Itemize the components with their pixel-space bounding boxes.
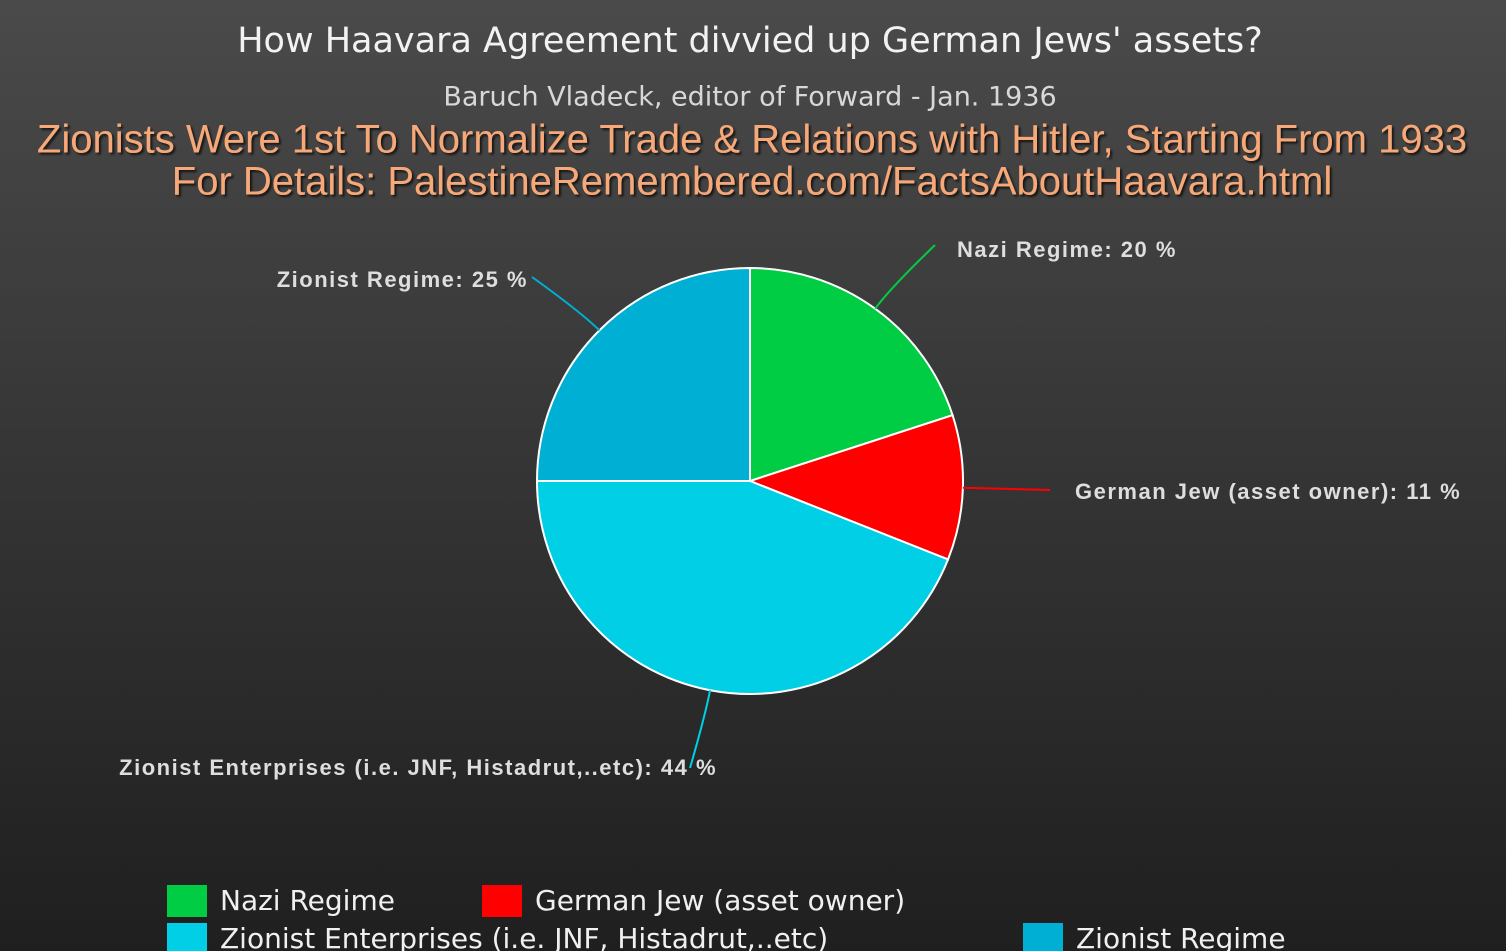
leader-line: [874, 244, 936, 310]
legend-swatch: [482, 885, 522, 917]
legend-label: Zionist Enterprises (i.e. JNF, Histadrut…: [220, 922, 828, 951]
data-label: Zionist Regime: 25 %: [277, 267, 528, 292]
leader-line: [689, 690, 712, 769]
data-label: Zionist Enterprises (i.e. JNF, Histadrut…: [119, 755, 717, 780]
data-label: Nazi Regime: 20 %: [957, 237, 1177, 262]
legend-swatch: [167, 923, 207, 951]
annotation: Zionists Were 1st To Normalize Trade & R…: [37, 118, 1467, 162]
legend-swatch: [1023, 923, 1063, 951]
data-label: German Jew (asset owner): 11 %: [1075, 479, 1461, 504]
pie-slice: [535, 480, 950, 695]
chart-subtitle: Baruch Vladeck, editor of Forward - Jan.…: [443, 82, 1056, 113]
legend-swatch: [167, 885, 207, 917]
pie-slice: [749, 266, 954, 483]
legend-label: Zionist Regime: [1076, 922, 1286, 951]
legend-label: German Jew (asset owner): [535, 884, 905, 917]
annotation: For Details: PalestineRemembered.com/Fac…: [172, 160, 1332, 204]
pie-slice: [747, 413, 964, 561]
legend-label: Nazi Regime: [220, 884, 395, 917]
leader-line: [531, 276, 601, 332]
leader-line: [962, 486, 1051, 491]
chart-title: How Haavara Agreement divvied up German …: [237, 21, 1263, 61]
